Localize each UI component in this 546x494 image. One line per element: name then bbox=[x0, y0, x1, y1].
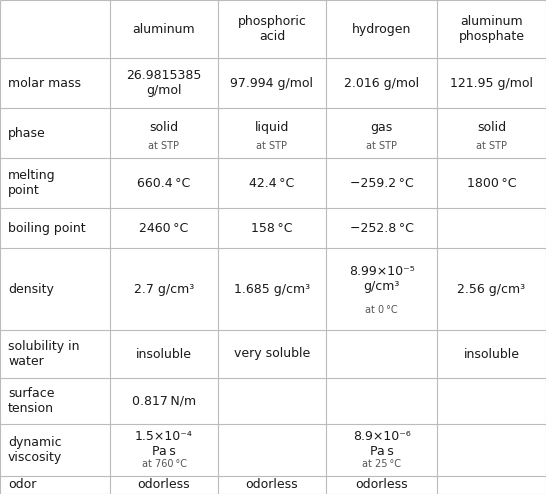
Text: phase: phase bbox=[8, 126, 46, 139]
Text: 1.5×10⁻⁴
Pa s: 1.5×10⁻⁴ Pa s bbox=[135, 430, 193, 458]
Text: surface
tension: surface tension bbox=[8, 387, 55, 415]
Text: solubility in
water: solubility in water bbox=[8, 340, 80, 368]
Text: at STP: at STP bbox=[366, 141, 397, 151]
Text: 158 °C: 158 °C bbox=[251, 221, 293, 235]
Text: hydrogen: hydrogen bbox=[352, 23, 411, 36]
Text: 2460 °C: 2460 °C bbox=[139, 221, 188, 235]
Text: 1800 °C: 1800 °C bbox=[467, 176, 517, 190]
Text: 0.817 N/m: 0.817 N/m bbox=[132, 395, 196, 408]
Text: 42.4 °C: 42.4 °C bbox=[250, 176, 295, 190]
Text: at STP: at STP bbox=[476, 141, 507, 151]
Text: 2.016 g/mol: 2.016 g/mol bbox=[344, 77, 419, 89]
Text: density: density bbox=[8, 283, 54, 295]
Text: at 760 °C: at 760 °C bbox=[141, 458, 187, 468]
Text: 8.99×10⁻⁵
g/cm³: 8.99×10⁻⁵ g/cm³ bbox=[349, 265, 414, 293]
Text: at 0 °C: at 0 °C bbox=[365, 305, 398, 315]
Text: at STP: at STP bbox=[149, 141, 180, 151]
Text: liquid: liquid bbox=[255, 121, 289, 133]
Text: dynamic
viscosity: dynamic viscosity bbox=[8, 436, 62, 464]
Text: 26.9815385
g/mol: 26.9815385 g/mol bbox=[126, 69, 201, 97]
Text: 2.56 g/cm³: 2.56 g/cm³ bbox=[458, 283, 526, 295]
Text: very soluble: very soluble bbox=[234, 347, 310, 361]
Text: 8.9×10⁻⁶
Pa s: 8.9×10⁻⁶ Pa s bbox=[353, 430, 411, 458]
Text: odorless: odorless bbox=[246, 479, 298, 492]
Text: insoluble: insoluble bbox=[136, 347, 192, 361]
Text: 2.7 g/cm³: 2.7 g/cm³ bbox=[134, 283, 194, 295]
Text: phosphoric
acid: phosphoric acid bbox=[238, 15, 306, 43]
Text: insoluble: insoluble bbox=[464, 347, 519, 361]
Text: odorless: odorless bbox=[355, 479, 408, 492]
Text: molar mass: molar mass bbox=[8, 77, 81, 89]
Text: −252.8 °C: −252.8 °C bbox=[349, 221, 413, 235]
Text: 1.685 g/cm³: 1.685 g/cm³ bbox=[234, 283, 310, 295]
Text: 121.95 g/mol: 121.95 g/mol bbox=[450, 77, 533, 89]
Text: solid: solid bbox=[150, 121, 179, 133]
Text: 97.994 g/mol: 97.994 g/mol bbox=[230, 77, 313, 89]
Text: odor: odor bbox=[8, 479, 37, 492]
Text: gas: gas bbox=[370, 121, 393, 133]
Text: melting
point: melting point bbox=[8, 169, 56, 197]
Text: aluminum
phosphate: aluminum phosphate bbox=[459, 15, 525, 43]
Text: at 25 °C: at 25 °C bbox=[362, 458, 401, 468]
Text: solid: solid bbox=[477, 121, 506, 133]
Text: at STP: at STP bbox=[257, 141, 288, 151]
Text: 660.4 °C: 660.4 °C bbox=[138, 176, 191, 190]
Text: boiling point: boiling point bbox=[8, 221, 86, 235]
Text: aluminum: aluminum bbox=[133, 23, 195, 36]
Text: −259.2 °C: −259.2 °C bbox=[349, 176, 413, 190]
Text: odorless: odorless bbox=[138, 479, 191, 492]
